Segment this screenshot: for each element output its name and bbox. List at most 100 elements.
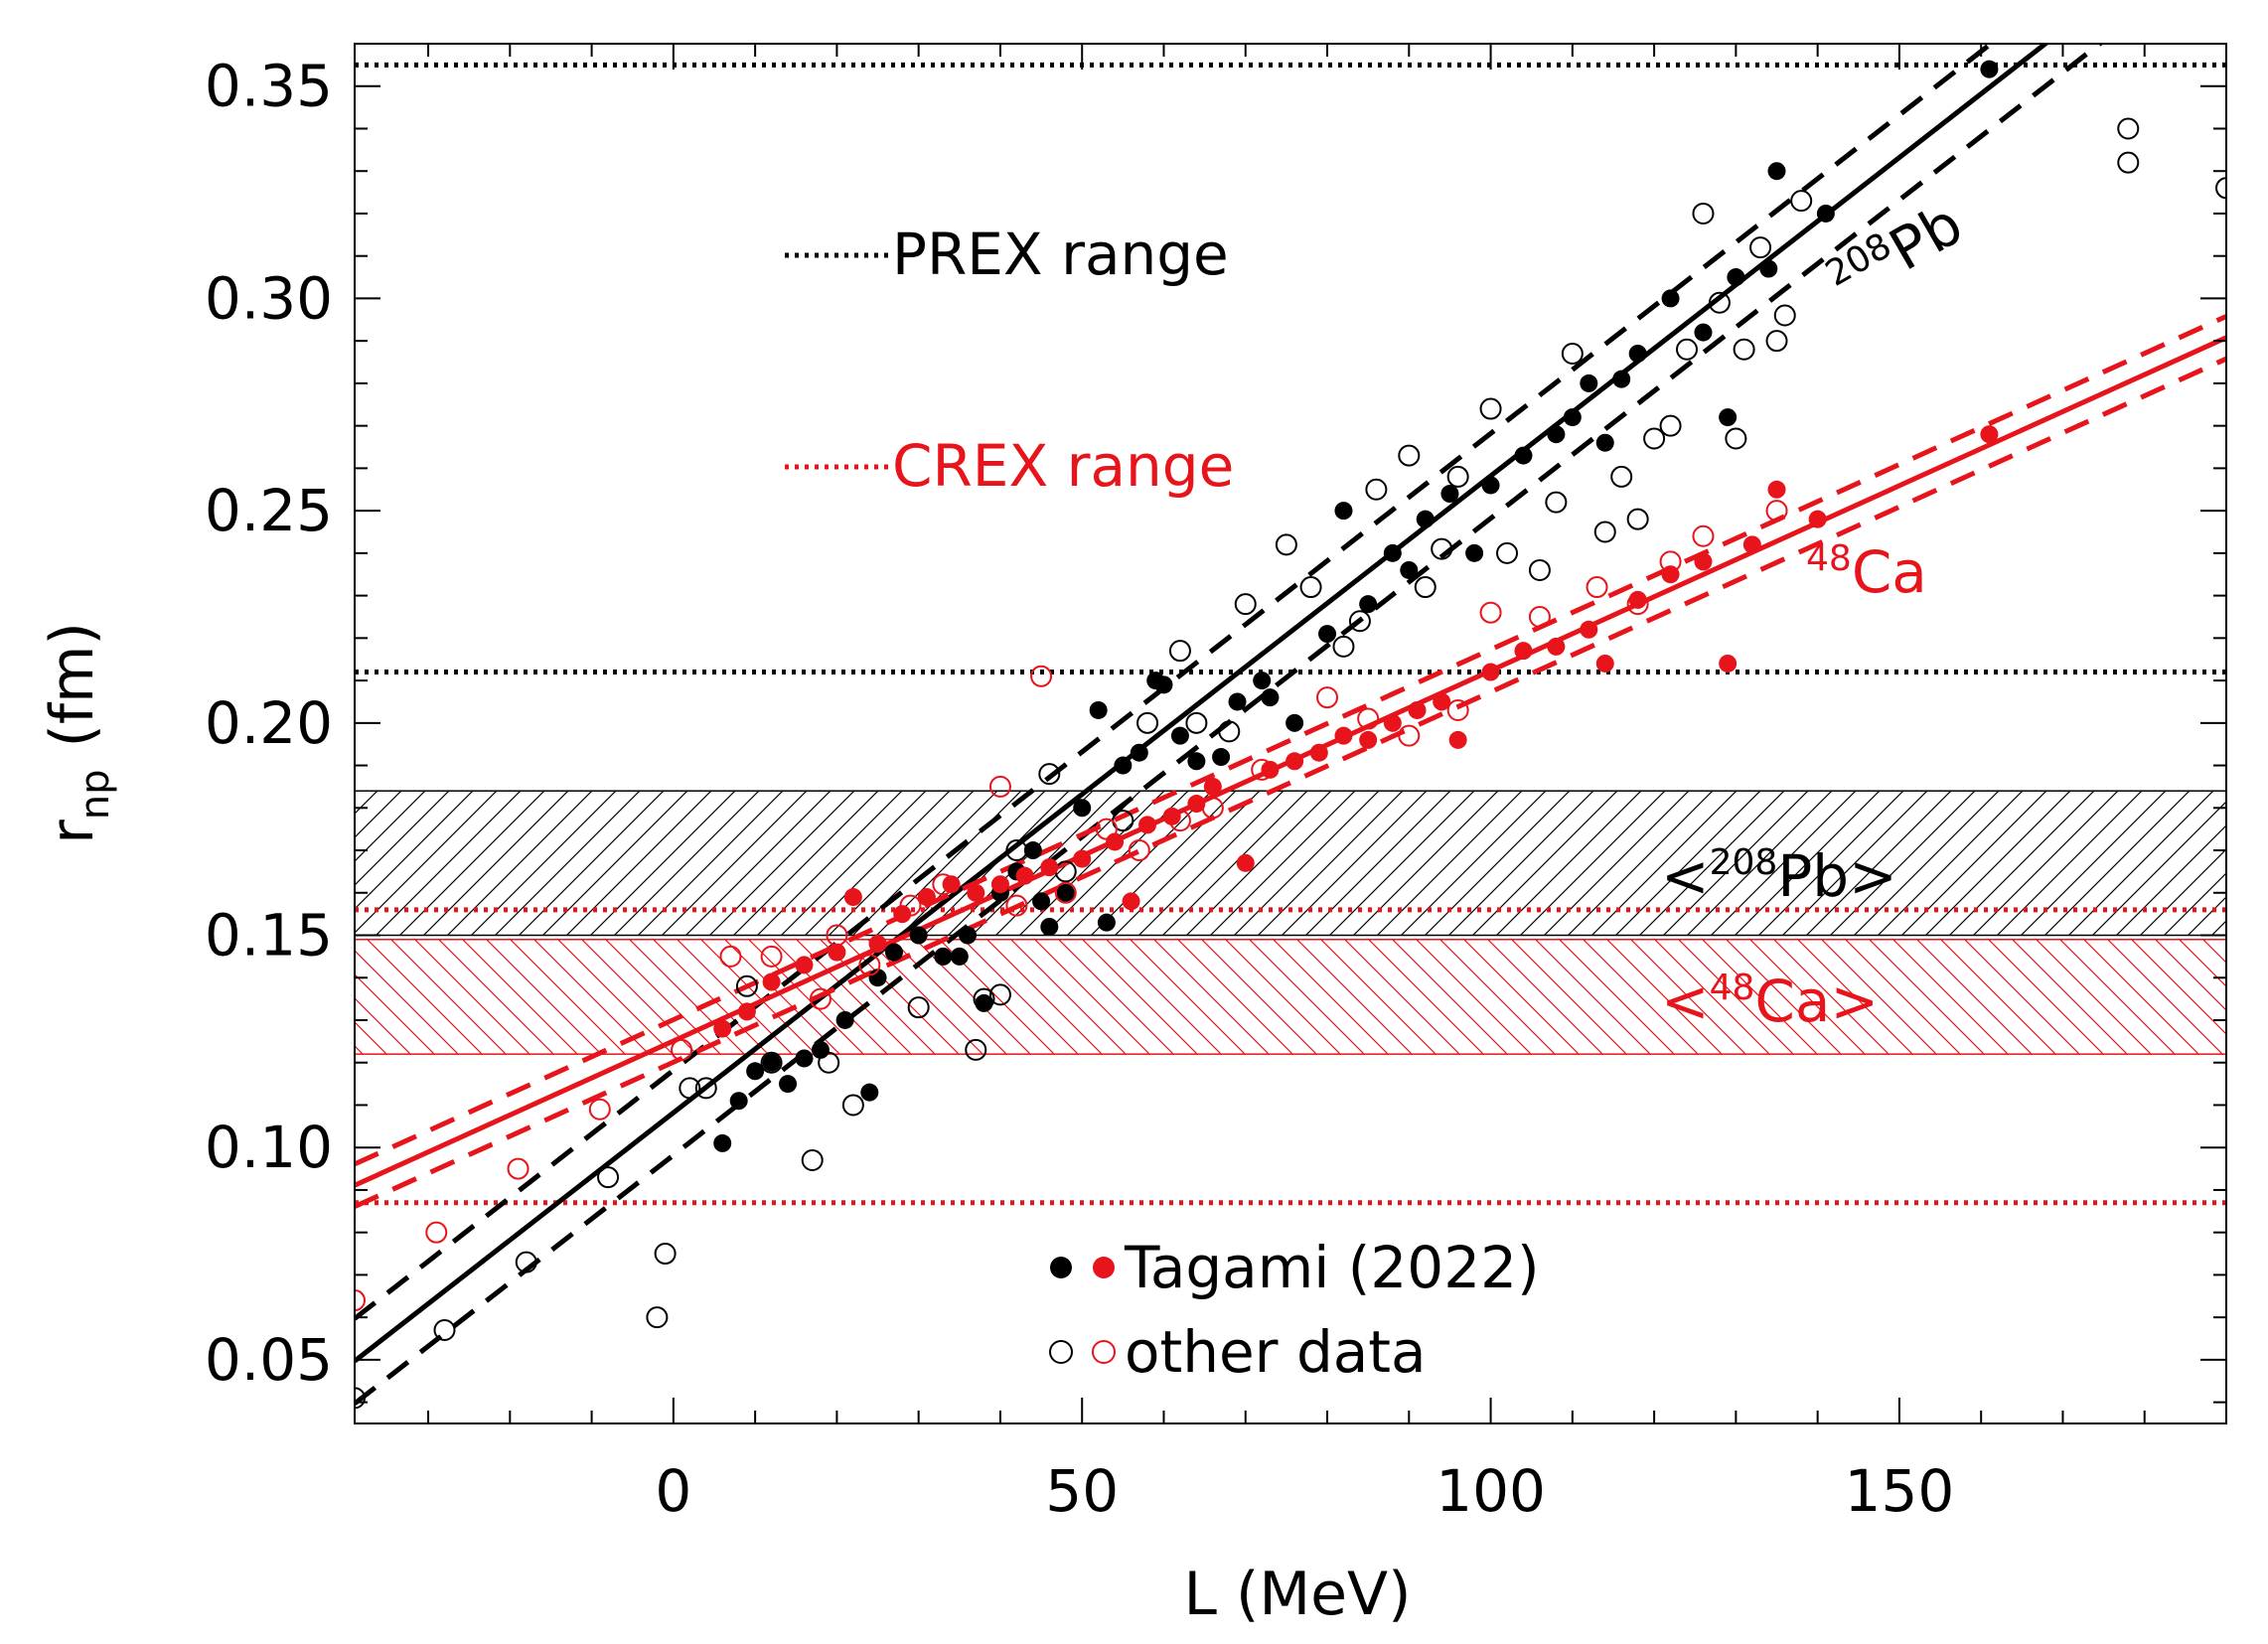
point-ca-open-5 <box>719 945 742 968</box>
point-ca-filled-6 <box>868 935 887 954</box>
point-pb-filled-5 <box>795 1049 814 1068</box>
point-pb-filled-34 <box>1383 543 1402 562</box>
point-pb-filled-35 <box>1400 560 1419 579</box>
point-pb-filled-58 <box>1146 672 1165 690</box>
point-pb-filled-27 <box>1212 748 1231 767</box>
point-ca-filled-19 <box>1187 795 1206 814</box>
point-pb-open-53 <box>1790 190 1813 213</box>
point-ca-open-16 <box>1095 818 1118 840</box>
point-pb-open-38 <box>1545 491 1568 514</box>
point-ca-open-23 <box>1398 724 1421 747</box>
legend-filled-marker-pb <box>1050 1257 1072 1278</box>
band-label-ca-main: Ca <box>1754 968 1830 1035</box>
data-points <box>355 60 2226 1410</box>
legend-open-marker-pb <box>1049 1340 1073 1364</box>
point-pb-filled-23 <box>1130 743 1148 762</box>
point-pb-filled-59 <box>1261 688 1280 707</box>
point-pb-filled-3 <box>762 1053 781 1072</box>
point-ca-filled-39 <box>1719 654 1738 673</box>
point-ca-open-8 <box>826 924 848 947</box>
point-pb-open-48 <box>1725 427 1747 450</box>
point-ca-open-22 <box>1357 707 1380 730</box>
point-pb-filled-39 <box>1481 476 1500 495</box>
band-label-ca-pre: < <box>1661 968 1710 1035</box>
point-ca-filled-8 <box>917 888 936 907</box>
plot-border <box>354 43 2227 1424</box>
point-pb-open-40 <box>1593 521 1616 543</box>
band-label-ca-post: > <box>1830 968 1879 1035</box>
point-pb-open-8 <box>735 974 758 997</box>
point-ca-filled-34 <box>1580 620 1598 639</box>
point-ca-open-27 <box>1586 576 1608 599</box>
point-ca-open-31 <box>1765 500 1788 523</box>
x-tick-label: 150 <box>1845 1457 1955 1525</box>
point-pb-open-35 <box>1479 397 1502 420</box>
point-pb-filled-53 <box>1816 204 1835 223</box>
band-label-pb-main: Pb <box>1777 842 1849 910</box>
point-pb-open-29 <box>1348 610 1371 633</box>
point-ca-open-2 <box>507 1157 529 1180</box>
fit-label-ca: 48Ca <box>1806 538 1927 606</box>
point-pb-filled-20 <box>1073 799 1092 818</box>
point-pb-open-5 <box>654 1243 677 1266</box>
point-pb-open-7 <box>694 1077 717 1100</box>
point-pb-filled-46 <box>1628 344 1647 363</box>
point-ca-filled-20 <box>1203 777 1222 796</box>
point-pb-open-13 <box>907 996 930 1019</box>
x-tick-label: 0 <box>655 1457 691 1525</box>
point-pb-open-52 <box>1773 304 1796 327</box>
x-axis-title: L (MeV) <box>1183 1560 1411 1629</box>
point-ca-open-3 <box>588 1098 611 1121</box>
point-ca-filled-43 <box>1980 425 1999 444</box>
fit-label-pb-main: Pb <box>1879 190 1974 284</box>
point-ca-filled-30 <box>1448 730 1467 749</box>
point-pb-open-34 <box>1446 465 1469 488</box>
point-ca-filled-29 <box>1433 692 1451 711</box>
y-tick-label: 0.20 <box>205 689 333 757</box>
point-ca-filled-5 <box>843 888 862 907</box>
point-pb-open-46 <box>1692 202 1715 224</box>
band-1 <box>355 939 2226 1055</box>
point-pb-filled-13 <box>950 947 969 966</box>
point-pb-filled-32 <box>1334 502 1353 521</box>
prex-legend-label: PREX range <box>892 221 1229 288</box>
point-ca-open-29 <box>1659 550 1682 573</box>
point-ca-open-30 <box>1692 524 1715 547</box>
point-ca-filled-0 <box>713 1019 732 1038</box>
point-pb-filled-43 <box>1580 374 1598 392</box>
fit-upper-pb <box>355 44 1996 1321</box>
legend-filled-marker-ca <box>1093 1257 1115 1278</box>
point-ca-filled-16 <box>1122 892 1140 911</box>
point-ca-filled-42 <box>1808 510 1827 528</box>
y-tick-label: 0.10 <box>205 1114 333 1181</box>
point-pb-open-6 <box>679 1077 701 1100</box>
point-pb-filled-49 <box>1719 408 1738 427</box>
point-ca-filled-24 <box>1309 743 1328 762</box>
point-ca-open-6 <box>760 945 783 968</box>
point-pb-filled-11 <box>909 926 928 945</box>
y-axis-title-main: r <box>38 820 107 844</box>
point-pb-open-17 <box>1005 839 1028 862</box>
point-ca-filled-38 <box>1694 552 1713 571</box>
band-label-ca: <48Ca> <box>1661 968 1879 1035</box>
point-pb-open-41 <box>1610 465 1633 488</box>
point-ca-filled-17 <box>1138 816 1157 834</box>
point-pb-open-54 <box>2117 117 2140 140</box>
fit-label-ca-main: Ca <box>1852 538 1927 606</box>
point-pb-filled-56 <box>1032 892 1051 911</box>
point-ca-open-19 <box>1201 797 1224 820</box>
y-tick-label: 0.30 <box>205 264 333 332</box>
point-pb-filled-48 <box>1694 323 1713 342</box>
band-0 <box>355 790 2226 937</box>
point-pb-open-4 <box>646 1306 669 1329</box>
point-pb-open-44 <box>1659 414 1682 437</box>
point-ca-filled-32 <box>1514 642 1533 661</box>
point-ca-filled-4 <box>828 943 846 962</box>
crex-legend-label: CREX range <box>892 432 1234 500</box>
point-pb-open-32 <box>1414 576 1436 599</box>
point-ca-filled-2 <box>762 972 781 991</box>
point-ca-filled-27 <box>1383 713 1402 732</box>
point-pb-filled-18 <box>1040 917 1059 936</box>
point-ca-open-18 <box>1168 810 1191 832</box>
point-pb-open-28 <box>1332 635 1355 658</box>
